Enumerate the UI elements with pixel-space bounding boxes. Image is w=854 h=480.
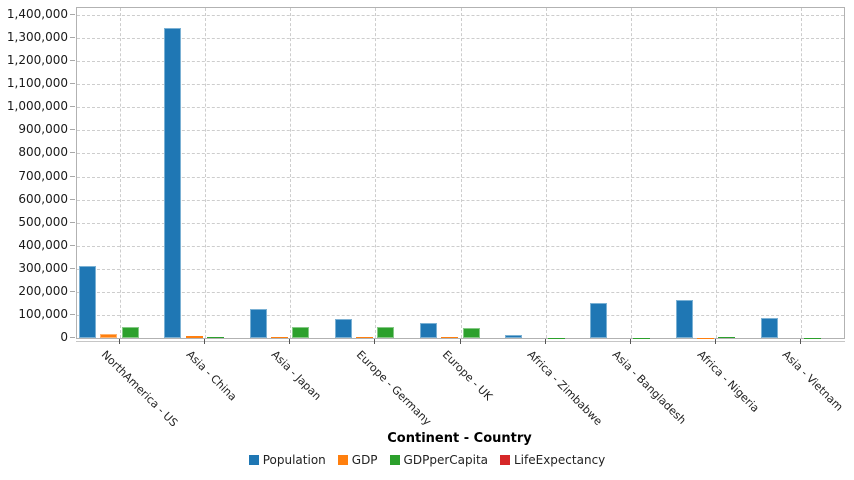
bar-gdppercapita-2 — [292, 326, 310, 338]
legend: Population GDP GDPperCapita LifeExpectancy — [0, 453, 854, 467]
y-tick-label: 700,000 — [18, 168, 68, 183]
y-tick-label: 100,000 — [18, 306, 68, 321]
x-tick-mark — [715, 339, 717, 344]
y-tick-mark — [70, 37, 75, 39]
legend-swatch-population-icon — [248, 455, 259, 465]
x-category-label: Europe - Germany — [354, 348, 435, 429]
legend-label: Population — [262, 453, 326, 467]
y-tick-mark — [70, 129, 75, 131]
y-tick-mark — [70, 60, 75, 62]
legend-label: GDP — [351, 453, 378, 467]
y-tick-label: 400,000 — [18, 237, 68, 252]
y-tick-mark — [70, 337, 75, 338]
y-tick-label: 0 — [60, 330, 68, 344]
legend-swatch-gdppercapita-icon — [389, 455, 400, 465]
vertical-gridline — [460, 8, 462, 338]
x-tick-mark — [118, 339, 120, 344]
vertical-gridline — [716, 8, 718, 338]
y-tick-label: 900,000 — [18, 122, 68, 137]
x-category-label: Asia - China — [183, 348, 240, 404]
legend-item-population: Population — [248, 453, 326, 467]
bar-gdp-3 — [356, 337, 374, 338]
x-category-label: Asia - Vietnam — [780, 348, 846, 414]
bar-population-4 — [420, 323, 438, 338]
y-tick-mark — [70, 83, 75, 85]
x-tick-mark — [374, 339, 376, 344]
x-category-label: NorthAmerica - US — [98, 348, 180, 430]
vertical-gridline — [119, 8, 121, 338]
y-tick-label: 1,400,000 — [6, 7, 68, 21]
bar-gdppercapita-0 — [121, 326, 139, 338]
legend-item-gdp: GDP — [337, 453, 378, 467]
y-tick-mark — [70, 175, 75, 177]
x-tick-mark — [800, 339, 802, 344]
bar-gdppercapita-7 — [718, 337, 736, 338]
y-tick-label: 300,000 — [18, 260, 68, 275]
y-tick-label: 800,000 — [18, 145, 68, 160]
legend-swatch-lifeexpectancy-icon — [500, 455, 510, 465]
legend-label: LifeExpectancy — [514, 453, 606, 467]
bar-gdppercapita-3 — [377, 327, 395, 338]
bar-gdp-4 — [441, 337, 459, 338]
y-tick-label: 1,000,000 — [6, 99, 68, 114]
x-tick-mark — [459, 339, 461, 344]
bar-population-6 — [590, 303, 608, 338]
bar-population-3 — [334, 319, 352, 338]
bar-gdp-0 — [100, 334, 118, 338]
vertical-gridline — [545, 8, 547, 338]
x-category-label: Asia - Japan — [268, 348, 324, 403]
y-tick-mark — [70, 244, 75, 246]
bar-population-0 — [79, 266, 97, 338]
legend-item-lifeexpectancy: LifeExpectancy — [500, 453, 605, 467]
y-tick-mark — [70, 14, 75, 15]
x-axis-title: Continent - Country — [387, 431, 532, 446]
vertical-gridline — [801, 8, 803, 338]
bar-gdp-1 — [185, 336, 203, 338]
x-axis-line — [76, 341, 845, 342]
vertical-gridline — [630, 8, 632, 338]
y-tick-label: 200,000 — [18, 283, 68, 298]
y-tick-mark — [70, 267, 75, 269]
x-tick-mark — [544, 339, 546, 344]
legend-swatch-gdp-icon — [337, 455, 348, 465]
bar-gdppercapita-1 — [206, 336, 224, 338]
legend-label: GDPperCapita — [403, 453, 488, 467]
bar-population-7 — [675, 300, 693, 338]
x-tick-mark — [629, 339, 631, 344]
bar-gdppercapita-4 — [462, 328, 480, 338]
y-tick-mark — [70, 221, 75, 223]
vertical-gridline — [290, 8, 292, 338]
y-tick-label: 1,200,000 — [6, 53, 68, 68]
y-tick-label: 1,300,000 — [6, 30, 68, 45]
y-tick-mark — [70, 106, 75, 108]
y-tick-label: 600,000 — [18, 191, 68, 206]
x-tick-mark — [289, 339, 291, 344]
x-category-label: Africa - Zimbabwe — [524, 348, 605, 428]
y-tick-mark — [70, 290, 75, 292]
legend-item-gdppercapita: GDPperCapita — [389, 453, 488, 467]
vertical-gridline — [204, 8, 206, 338]
x-category-label: Europe - UK — [439, 348, 495, 404]
x-category-label: Africa - Nigeria — [694, 348, 762, 415]
x-tick-mark — [203, 339, 205, 344]
bar-population-8 — [760, 317, 778, 338]
plot-area — [76, 7, 845, 339]
x-category-label: Asia - Bangladesh — [609, 348, 689, 427]
y-tick-label: 500,000 — [18, 214, 68, 229]
y-tick-mark — [70, 313, 75, 315]
bar-population-2 — [249, 308, 267, 338]
bar-population-5 — [505, 335, 523, 338]
y-tick-mark — [70, 152, 75, 154]
y-tick-mark — [70, 198, 75, 200]
bar-gdp-2 — [270, 336, 288, 338]
vertical-gridline — [375, 8, 377, 338]
bar-population-1 — [164, 27, 182, 338]
y-tick-label: 1,100,000 — [6, 76, 68, 91]
